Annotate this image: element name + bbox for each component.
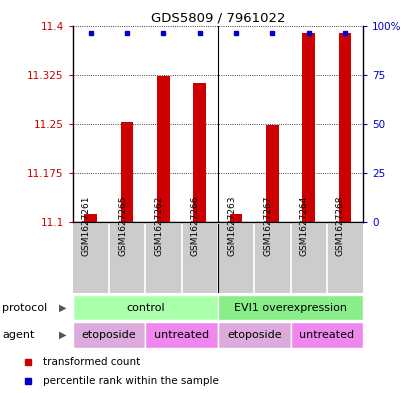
- Text: agent: agent: [2, 330, 34, 340]
- Text: GSM1627263: GSM1627263: [227, 196, 236, 256]
- Text: untreated: untreated: [299, 330, 354, 340]
- Text: GSM1627262: GSM1627262: [154, 196, 164, 256]
- Bar: [73, 295, 218, 320]
- Bar: [193, 83, 206, 222]
- Bar: [73, 322, 145, 348]
- Text: ▶: ▶: [59, 330, 66, 340]
- Bar: [84, 213, 97, 222]
- Text: GSM1627261: GSM1627261: [82, 196, 91, 256]
- Bar: [290, 322, 363, 348]
- Text: etoposide: etoposide: [82, 330, 136, 340]
- Text: GSM1627264: GSM1627264: [300, 196, 309, 256]
- Bar: [218, 322, 290, 348]
- Text: GSM1627266: GSM1627266: [191, 196, 200, 256]
- Text: EVI1 overexpression: EVI1 overexpression: [234, 303, 347, 312]
- Bar: [266, 125, 279, 222]
- Text: control: control: [126, 303, 165, 312]
- Bar: [157, 76, 170, 222]
- Bar: [229, 213, 242, 222]
- Bar: [302, 33, 315, 222]
- Text: ▶: ▶: [59, 303, 66, 312]
- Title: GDS5809 / 7961022: GDS5809 / 7961022: [151, 11, 285, 24]
- Text: untreated: untreated: [154, 330, 209, 340]
- Bar: [218, 295, 363, 320]
- Text: percentile rank within the sample: percentile rank within the sample: [43, 376, 219, 386]
- Text: protocol: protocol: [2, 303, 47, 312]
- Bar: [121, 122, 134, 222]
- Text: GSM1627267: GSM1627267: [264, 196, 272, 256]
- Bar: [145, 322, 218, 348]
- Text: transformed count: transformed count: [43, 357, 140, 367]
- Text: GSM1627265: GSM1627265: [118, 196, 127, 256]
- Text: etoposide: etoposide: [227, 330, 281, 340]
- Text: GSM1627268: GSM1627268: [336, 196, 345, 256]
- Bar: [339, 33, 352, 222]
